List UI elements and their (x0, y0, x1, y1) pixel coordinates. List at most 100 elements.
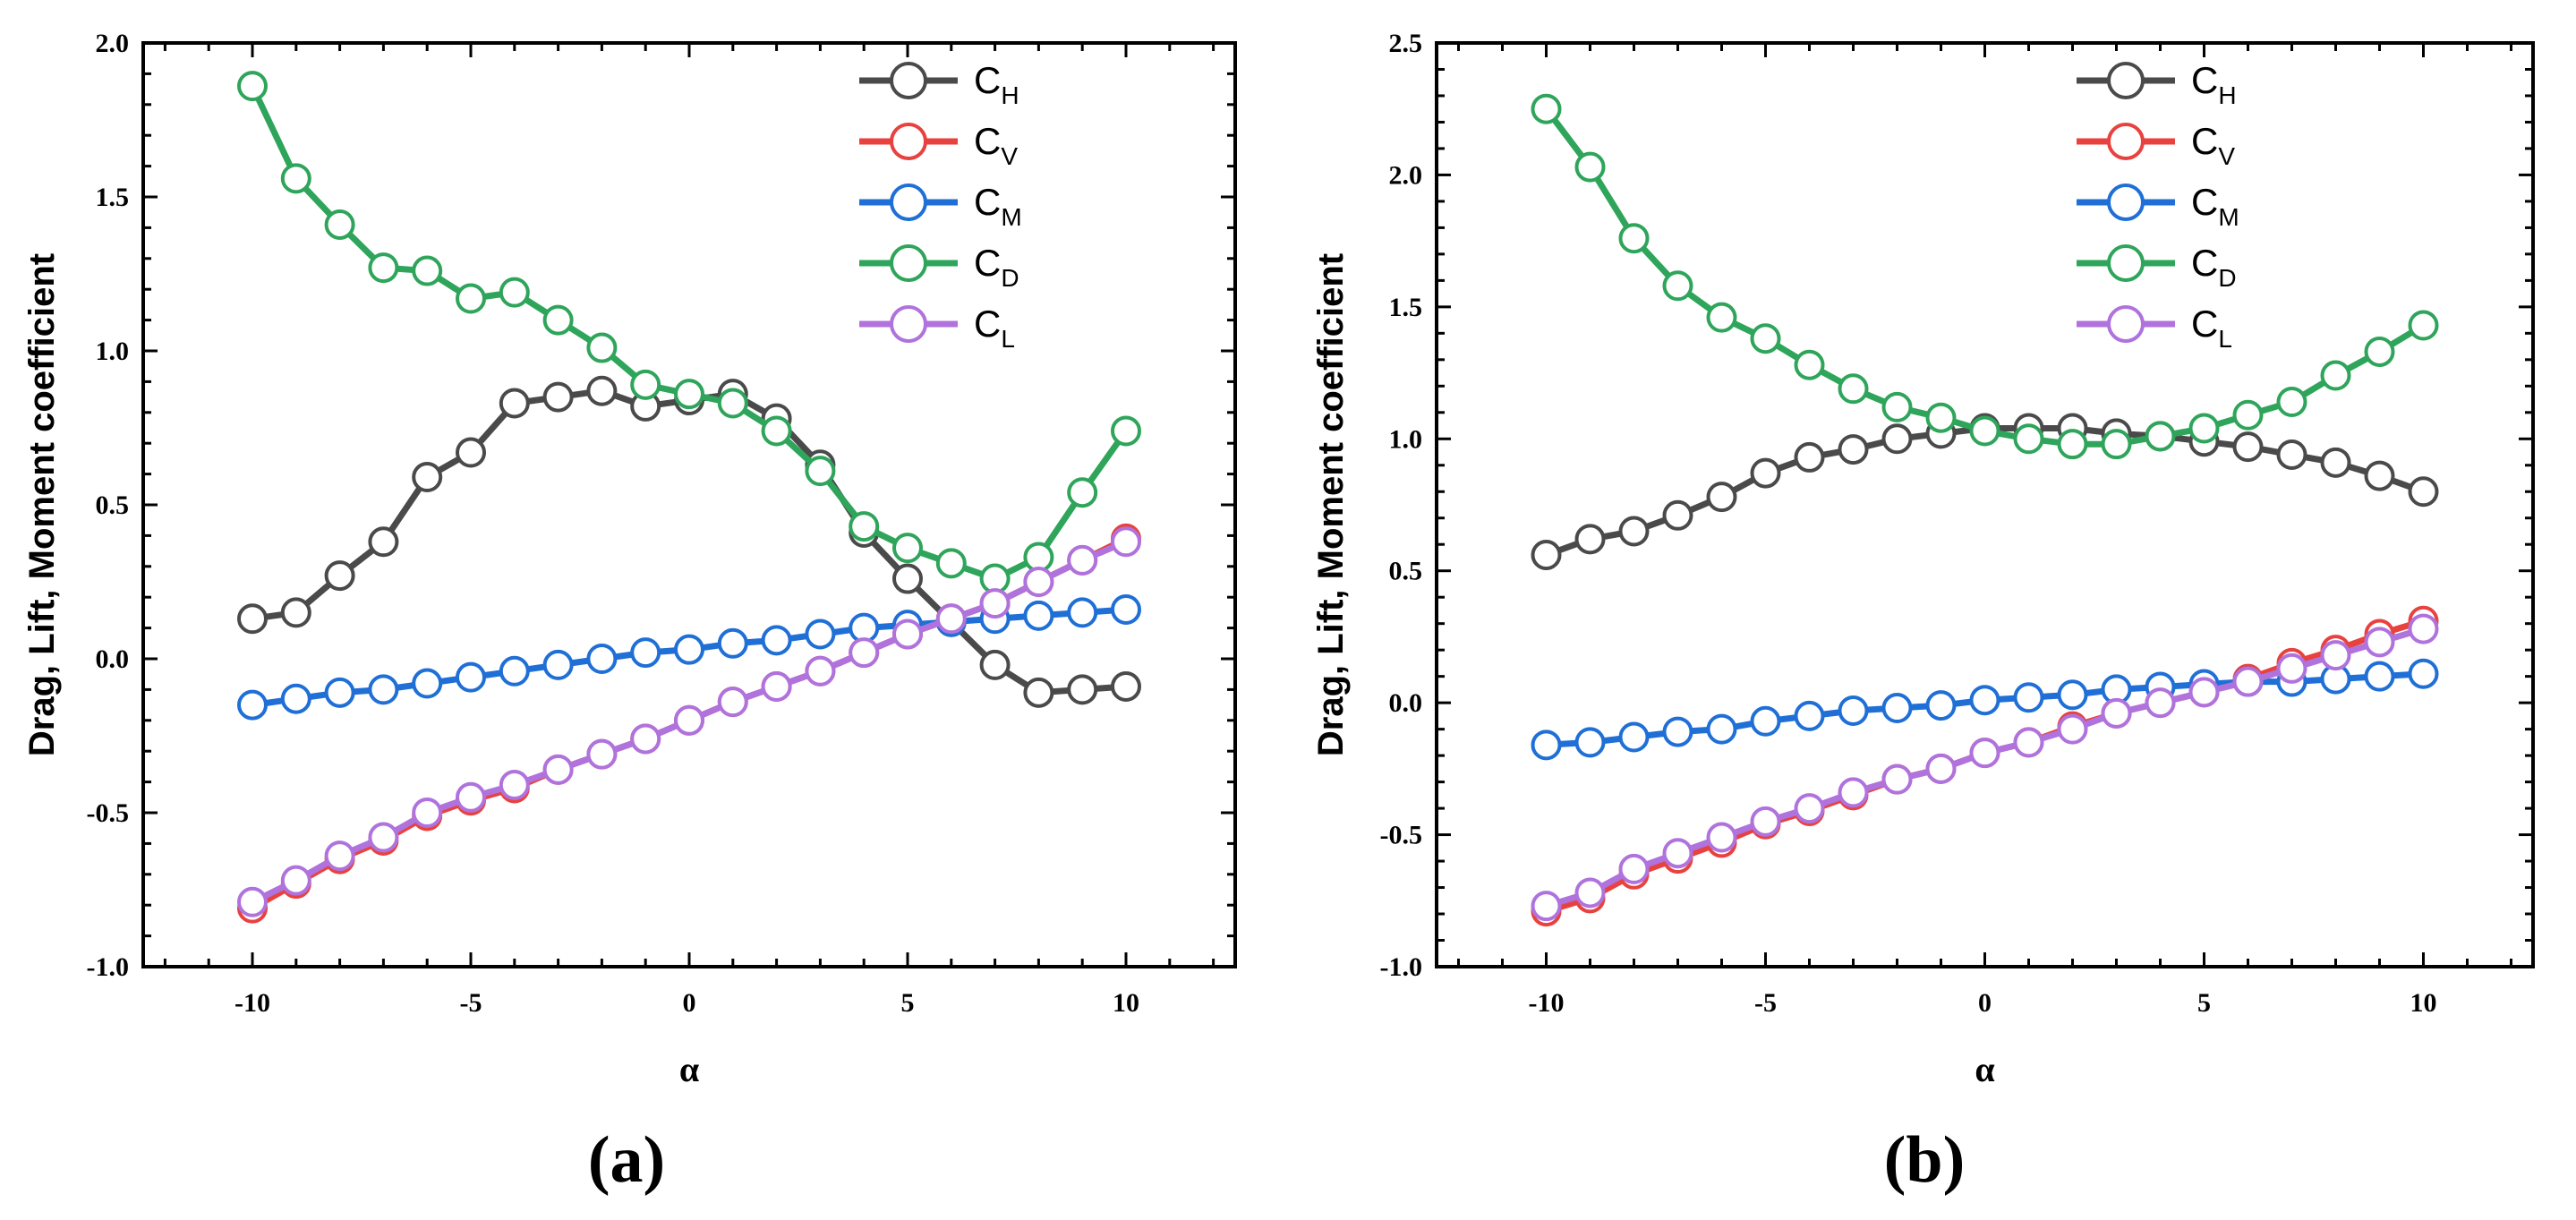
data-point-L (1750, 806, 1781, 837)
data-point-D (2188, 413, 2220, 444)
data-point-M (1794, 700, 1825, 731)
data-point-L (2276, 653, 2307, 684)
legend-marker (2107, 305, 2145, 343)
data-point-M (1067, 597, 1098, 628)
data-point-L (2101, 697, 2132, 729)
data-point-D (499, 277, 530, 308)
data-point-L (2057, 713, 2088, 745)
x-tick-label: -10 (1529, 988, 1565, 1018)
x-tick-label: 0 (683, 988, 696, 1018)
data-point-L (2232, 666, 2264, 697)
y-tick-label: 0.5 (1389, 557, 1423, 586)
y-tick-label: 0.0 (96, 644, 130, 674)
data-point-M (761, 625, 792, 656)
data-point-L (237, 886, 268, 917)
data-point-H (2364, 460, 2395, 491)
data-point-H (2276, 439, 2307, 470)
y-tick-label: 1.5 (1389, 293, 1423, 322)
x-axis-label: α (1975, 1049, 1994, 1089)
legend-label-sub: V (2218, 142, 2235, 170)
data-point-D (412, 255, 443, 286)
legend-label-main: C (974, 242, 1001, 284)
data-point-D (2320, 360, 2351, 391)
data-point-L (2188, 677, 2220, 708)
legend-label: CL (974, 303, 1015, 353)
legend-label-sub: V (1001, 142, 1018, 170)
legend-entry-D: CD (859, 242, 1019, 292)
legend-marker (2107, 123, 2145, 160)
legend-label-sub: M (2218, 203, 2239, 231)
y-tick-label: 1.0 (1389, 424, 1423, 454)
data-point-L (1925, 753, 1957, 784)
data-point-H (280, 597, 311, 628)
legend-label-main: C (2191, 59, 2218, 101)
legend-label: CH (974, 59, 1019, 109)
data-point-L (2364, 627, 2395, 658)
legend-marker (890, 244, 927, 282)
data-point-D (1794, 349, 1825, 380)
data-point-D (979, 563, 1011, 594)
data-point-D (1838, 373, 1869, 405)
legend-entry-V: CV (2077, 120, 2235, 170)
data-point-M (1925, 690, 1957, 721)
legend-marker (890, 62, 927, 99)
data-point-L (456, 781, 486, 813)
y-tick-label: 1.5 (96, 183, 130, 212)
data-point-M (2364, 661, 2395, 692)
y-tick-label: 1.0 (96, 337, 130, 366)
data-point-D (2145, 421, 2176, 452)
data-point-D (280, 163, 311, 194)
data-point-H (1794, 441, 1825, 473)
legend-label-main: C (974, 303, 1001, 345)
legend-label-main: C (2191, 303, 2218, 345)
data-point-M (1531, 729, 1562, 761)
data-point-L (280, 865, 311, 896)
data-point-L (412, 798, 443, 828)
legend-marker (890, 183, 927, 221)
legend-label-main: C (974, 120, 1001, 162)
data-point-H (1111, 670, 1141, 702)
data-point-D (761, 415, 792, 447)
x-tick-label: -5 (460, 988, 482, 1018)
data-point-H (1706, 482, 1737, 513)
data-point-L (717, 687, 748, 718)
legend-label-sub: D (2218, 264, 2236, 292)
data-point-L (2408, 613, 2439, 644)
data-point-D (674, 379, 704, 410)
data-point-D (805, 456, 836, 487)
panel-label: (a) (588, 1123, 665, 1197)
y-tick-label: 0.0 (1389, 688, 1423, 718)
data-point-L (892, 619, 923, 650)
legend-entry-M: CM (859, 181, 1022, 231)
data-point-D (717, 388, 748, 419)
data-point-L (979, 588, 1011, 619)
data-point-H (586, 375, 618, 406)
legend-label-sub: L (1001, 325, 1015, 353)
data-point-M (1111, 593, 1141, 625)
data-point-L (1618, 853, 1650, 884)
data-point-M (324, 677, 355, 708)
data-point-D (892, 533, 923, 564)
data-point-H (1750, 457, 1781, 489)
data-point-H (412, 462, 443, 493)
data-point-L (630, 723, 661, 755)
x-tick-label: 10 (2410, 988, 2437, 1018)
data-point-D (1023, 542, 1054, 573)
legend-label-sub: M (1001, 203, 1021, 231)
data-point-M (412, 668, 443, 699)
data-point-D (935, 548, 967, 579)
data-point-H (1067, 674, 1098, 705)
data-point-M (237, 689, 268, 721)
y-tick-label: 2.0 (1389, 160, 1423, 190)
x-axis-label: α (679, 1049, 699, 1089)
data-point-L (324, 840, 355, 872)
data-point-L (1838, 777, 1869, 808)
legend-label: CD (2191, 242, 2237, 292)
data-point-D (368, 252, 399, 284)
y-axis-label: Drag, Lift, Moment coefficient (1311, 253, 1351, 756)
data-point-L (1023, 567, 1054, 597)
data-point-D (2232, 399, 2264, 431)
data-point-L (935, 603, 967, 635)
legend-marker (2107, 244, 2145, 282)
